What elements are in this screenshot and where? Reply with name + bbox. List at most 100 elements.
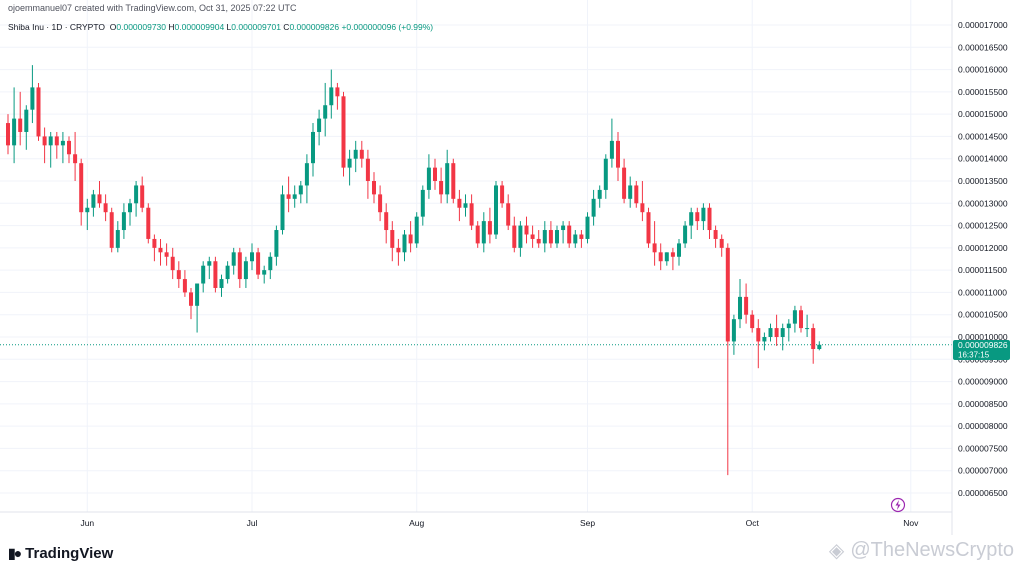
candle-body [792, 310, 797, 324]
candle [189, 287, 193, 320]
candle [469, 194, 474, 231]
candle [12, 87, 17, 164]
price-tick-label: 0.000015000 [958, 109, 1008, 119]
candle [646, 207, 651, 248]
candle-body [359, 149, 364, 159]
candle-body [311, 131, 315, 164]
candle [408, 221, 413, 253]
change-value: +0.000000096 (+0.99%) [341, 22, 434, 32]
candle [591, 189, 596, 226]
candle-body [646, 212, 651, 244]
candle-body [439, 181, 444, 195]
candle [158, 238, 163, 266]
price-tick-label: 0.000013500 [958, 176, 1008, 186]
candle-body [128, 203, 132, 213]
candle [512, 216, 517, 253]
lightning-icon[interactable] [890, 497, 906, 513]
candle [738, 279, 742, 329]
price-badge: 0.000009826 16:37:15 [953, 340, 1010, 360]
candle-body [609, 140, 614, 159]
candle-body [268, 256, 273, 271]
badge-countdown: 16:37:15 [958, 351, 990, 360]
candle [481, 212, 486, 253]
candle-body [67, 140, 71, 155]
candle [396, 238, 401, 266]
candle-body [591, 198, 596, 217]
candle-body [79, 163, 84, 213]
candle [323, 82, 328, 137]
candle-body [176, 270, 181, 280]
candle [817, 341, 822, 351]
candle [799, 305, 803, 333]
candle-body [622, 167, 627, 199]
candle-body [140, 185, 145, 208]
candle [597, 185, 602, 208]
candle-body [42, 136, 47, 146]
candle-body [280, 194, 285, 231]
candle-body [457, 198, 462, 208]
tradingview-brand[interactable]: ▮● TradingView [8, 545, 113, 562]
candle [42, 127, 47, 164]
candle [182, 270, 187, 297]
candle-body [298, 185, 303, 195]
candle [780, 323, 785, 351]
price-tick-label: 0.000010500 [958, 310, 1008, 320]
candle [109, 207, 114, 253]
candle [73, 131, 78, 181]
candle [152, 234, 157, 262]
price-tick-label: 0.000017000 [958, 20, 1008, 30]
candle [170, 247, 175, 280]
price-tick-label: 0.000016000 [958, 65, 1008, 75]
candle-body [713, 230, 718, 239]
candle [121, 203, 126, 239]
candle [457, 189, 462, 222]
price-tick-label: 0.000006500 [958, 488, 1008, 498]
candle-body [616, 140, 620, 168]
candle [542, 221, 547, 253]
candle-body [73, 154, 78, 164]
candle [195, 283, 200, 333]
candle-body [597, 189, 602, 199]
candle [256, 247, 261, 280]
candle [207, 256, 212, 280]
candle-body [97, 194, 102, 204]
price-tick-label: 0.000014000 [958, 154, 1008, 164]
watermark-logo-icon: ◈ [828, 540, 845, 562]
candle [744, 283, 749, 324]
price-tick-label: 0.000015500 [958, 87, 1008, 97]
candle [451, 158, 456, 204]
candle [622, 158, 627, 204]
time-tick-label: Sep [580, 518, 595, 528]
low-value: 0.000009701 [231, 22, 281, 32]
candle-body [256, 252, 261, 275]
candle-body [567, 225, 572, 244]
candle [695, 207, 700, 231]
symbol-name[interactable]: Shiba Inu · 1D · CRYPTO [8, 22, 106, 32]
candle-body [48, 136, 53, 146]
candle [298, 181, 303, 204]
candle-body [579, 234, 584, 239]
time-axis[interactable]: Jun Jul Aug Sep Oct Nov [80, 518, 919, 528]
candle [237, 247, 242, 288]
price-axis[interactable]: 0.000006500 0.000007000 0.000007500 0.00000… [958, 20, 1008, 498]
candle [164, 243, 169, 266]
created-by-text: ojoemmanuel07 created with TradingView.c… [8, 3, 297, 13]
candle-body [121, 212, 126, 231]
candle-body [250, 252, 254, 262]
candle [231, 247, 236, 275]
candle [585, 212, 590, 244]
candle-body [134, 185, 139, 204]
candle-body [640, 203, 645, 213]
candle [719, 234, 724, 257]
candle [219, 274, 224, 297]
candle-body [219, 279, 224, 288]
candle [365, 149, 370, 199]
candle [91, 189, 96, 217]
time-tick-label: Nov [903, 518, 919, 528]
candle [579, 230, 584, 248]
candle-body [555, 230, 559, 244]
candle-body [445, 163, 450, 195]
watermark-text: @TheNewsCrypto [850, 539, 1014, 561]
candle-body [262, 270, 267, 275]
